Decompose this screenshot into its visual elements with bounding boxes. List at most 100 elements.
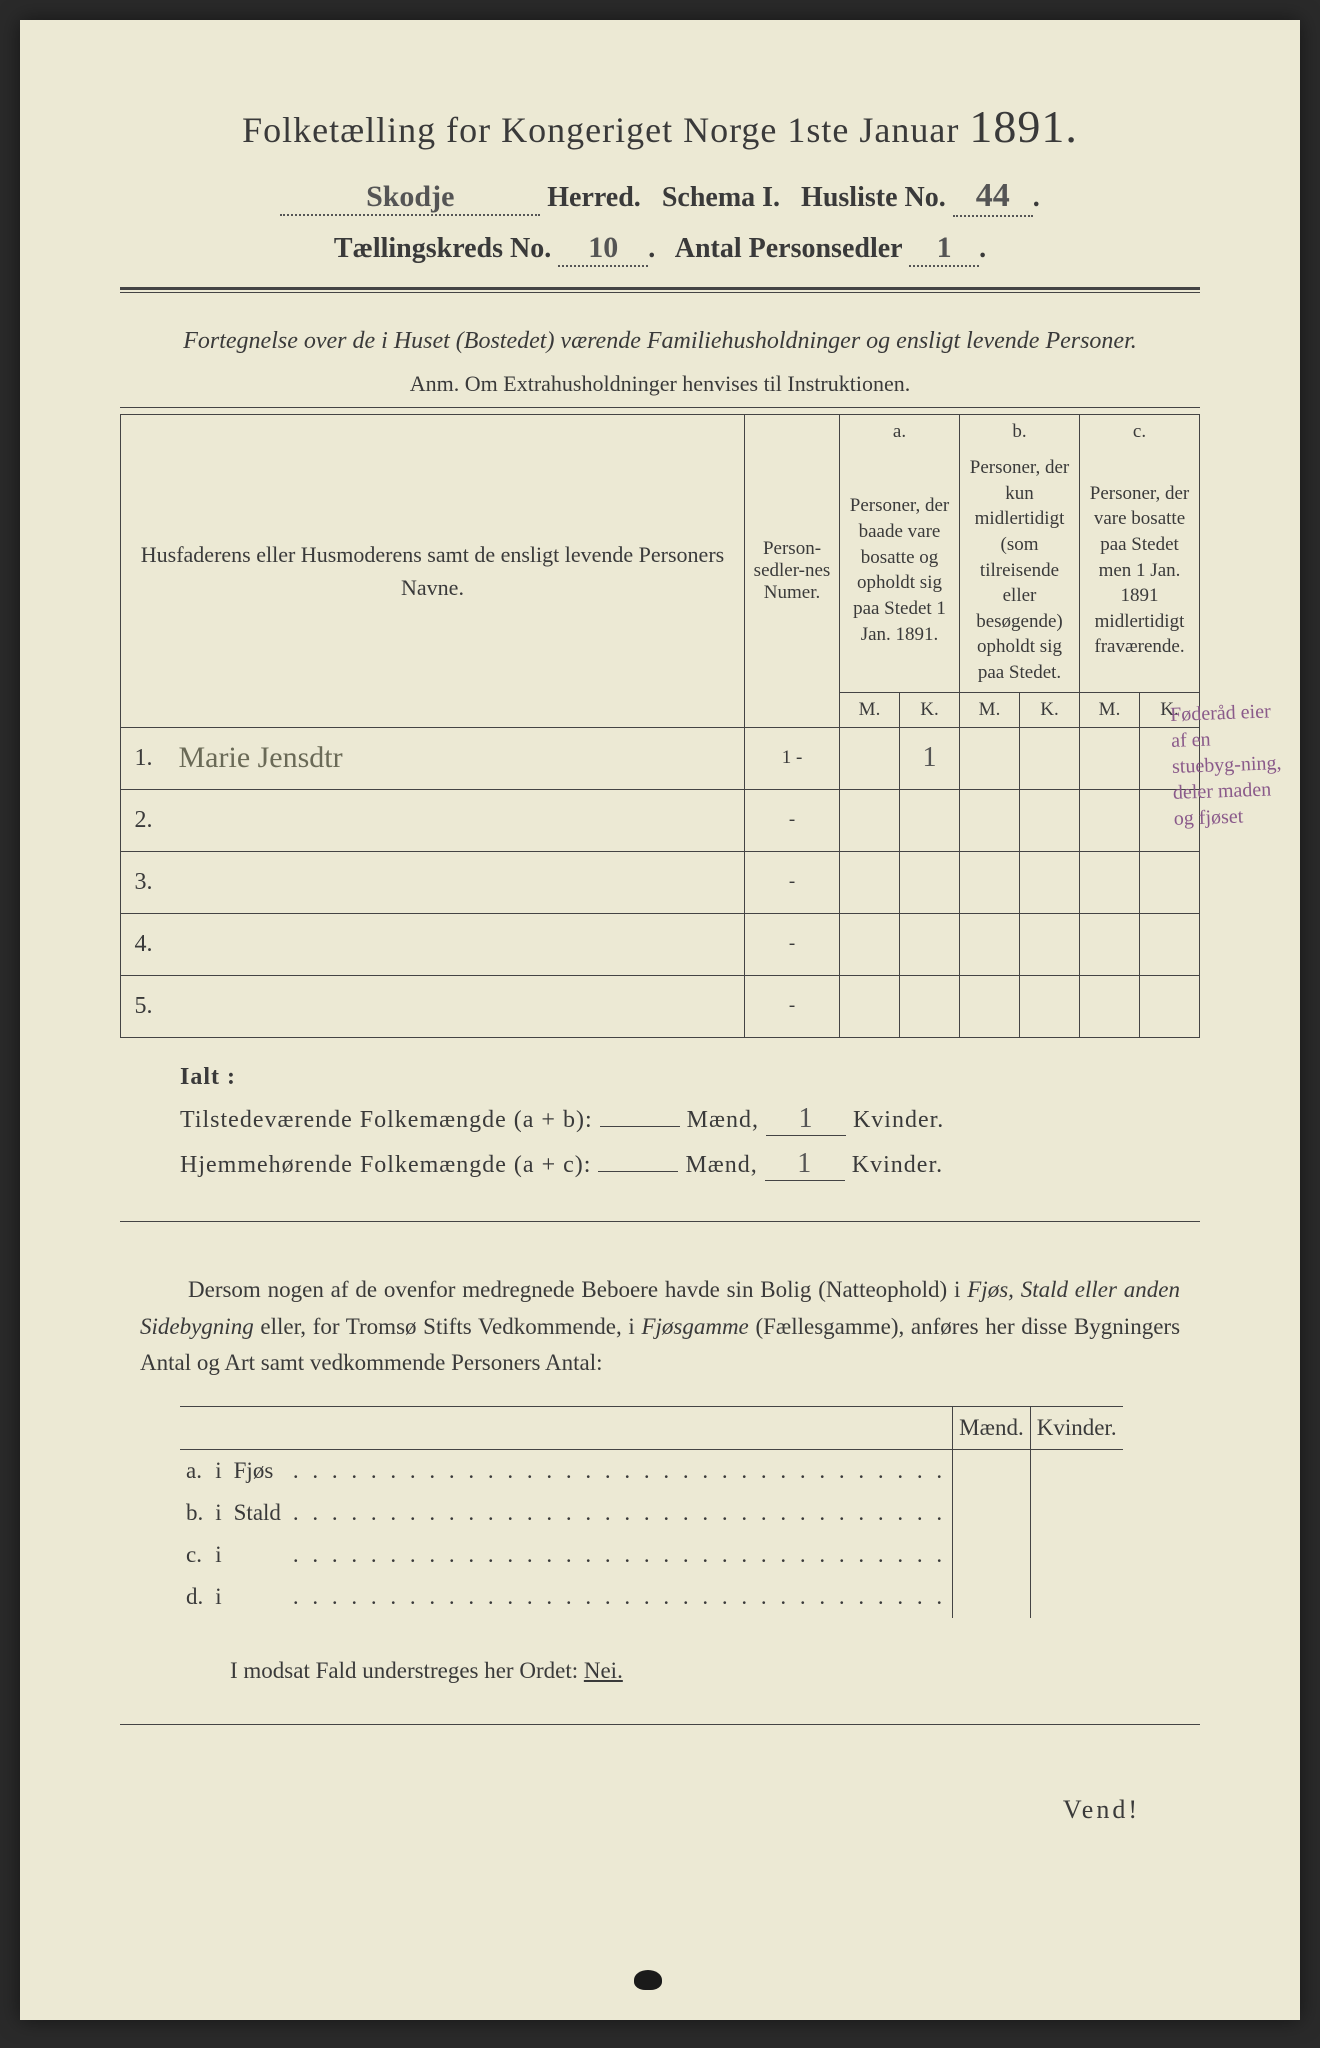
bt-letter: c. xyxy=(180,1534,209,1576)
form-subtitle: Fortegnelse over de i Huset (Bostedet) v… xyxy=(120,323,1200,359)
bt-label: Stald xyxy=(228,1492,287,1534)
census-form-page: Folketælling for Kongeriget Norge 1ste J… xyxy=(20,20,1300,2020)
husliste-label: Husliste No. xyxy=(801,182,946,213)
ialt-row-2: Hjemmehørende Folkemængde (a + c): Mænd,… xyxy=(180,1148,1200,1181)
bt-dots: . . . . . . . . . . . . . . . . . . . . … xyxy=(287,1450,953,1493)
numer-cell: - xyxy=(745,975,840,1037)
divider-mid xyxy=(120,1221,1200,1222)
ialt-line2-label: Hjemmehørende Folkemængde (a + c): xyxy=(180,1152,591,1178)
antal-value: 1 xyxy=(937,231,952,264)
c-m xyxy=(1080,913,1140,975)
a-k xyxy=(900,789,960,851)
main-table: Husfaderens eller Husmoderens samt de en… xyxy=(120,414,1200,1038)
a-k xyxy=(900,975,960,1037)
table-row: 4. - xyxy=(121,913,1200,975)
b-m xyxy=(960,851,1020,913)
a-m xyxy=(840,913,900,975)
b-k xyxy=(1020,727,1080,789)
col-numer: Person-sedler-nes Numer. xyxy=(745,415,840,728)
bt-dots: . . . . . . . . . . . . . . . . . . . . … xyxy=(287,1576,953,1618)
title-year: 1891. xyxy=(969,101,1078,152)
bt-dots: . . . . . . . . . . . . . . . . . . . . … xyxy=(287,1534,953,1576)
header-row-1: Skodje Herred. Schema I. Husliste No. 44… xyxy=(120,177,1200,217)
ialt-kvinder-1: Kvinder. xyxy=(853,1107,944,1133)
bt-k xyxy=(1030,1450,1122,1493)
c-m xyxy=(1080,851,1140,913)
b-m xyxy=(960,727,1020,789)
numer-cell: - xyxy=(745,913,840,975)
ialt-maend-2: Mænd, xyxy=(685,1152,757,1178)
herred-label: Herred. xyxy=(547,182,641,213)
main-title: Folketælling for Kongeriget Norge 1ste J… xyxy=(120,100,1200,153)
row-num: 4. xyxy=(121,913,161,975)
b-k xyxy=(1020,975,1080,1037)
kreds-value: 10 xyxy=(588,231,618,264)
building-row: c.i . . . . . . . . . . . . . . . . . . … xyxy=(180,1534,1123,1576)
a-m xyxy=(840,727,900,789)
ialt-row-1: Tilstedeværende Folkemængde (a + b): Mæn… xyxy=(180,1103,1200,1136)
building-row: a.iFjøs . . . . . . . . . . . . . . . . … xyxy=(180,1450,1123,1493)
c-k xyxy=(1140,851,1200,913)
numer-cell: - xyxy=(745,851,840,913)
bt-i: i xyxy=(209,1534,227,1576)
name-cell xyxy=(161,851,745,913)
bt-kvinder: Kvinder. xyxy=(1030,1407,1122,1450)
col-b-text: Personer, der kun midlertidigt (som tilr… xyxy=(960,449,1080,692)
b-k xyxy=(1020,851,1080,913)
divider-top xyxy=(120,287,1200,293)
bt-label: Fjøs xyxy=(228,1450,287,1493)
bt-label xyxy=(228,1576,287,1618)
c-k xyxy=(1140,913,1200,975)
ialt-block: Ialt : Tilstedeværende Folkemængde (a + … xyxy=(180,1064,1200,1181)
building-headers: Mænd. Kvinder. xyxy=(180,1407,1123,1450)
numer-cell: 1 - xyxy=(745,727,840,789)
a-k: 1 xyxy=(900,727,960,789)
bt-k xyxy=(1030,1534,1122,1576)
para-i2: Fjøsgamme xyxy=(641,1314,748,1339)
bt-label xyxy=(228,1534,287,1576)
bt-letter: a. xyxy=(180,1450,209,1493)
table-row: 3. - xyxy=(121,851,1200,913)
title-prefix: Folketælling for Kongeriget Norge 1ste J… xyxy=(242,110,959,150)
col-c-label: c. xyxy=(1080,415,1200,450)
bt-maend: Mænd. xyxy=(953,1407,1031,1450)
bt-letter: d. xyxy=(180,1576,209,1618)
schema-label: Schema I. xyxy=(662,182,780,213)
c-m xyxy=(1080,975,1140,1037)
a-m xyxy=(840,789,900,851)
ialt-line1-label: Tilstedeværende Folkemængde (a + b): xyxy=(180,1107,593,1133)
a-m xyxy=(840,851,900,913)
ialt-l2-k: 1 xyxy=(797,1148,812,1179)
building-row: b.iStald . . . . . . . . . . . . . . . .… xyxy=(180,1492,1123,1534)
para-t2: eller, for Tromsø Stifts Vedkommende, i xyxy=(260,1314,641,1339)
bt-m xyxy=(953,1492,1031,1534)
bt-letter: b. xyxy=(180,1492,209,1534)
bt-k xyxy=(1030,1576,1122,1618)
kreds-label: Tællingskreds No. xyxy=(334,233,551,264)
bt-k xyxy=(1030,1492,1122,1534)
vend-label: Vend! xyxy=(120,1795,1140,1825)
ialt-maend-1: Mænd, xyxy=(687,1107,759,1133)
ialt-kvinder-2: Kvinder. xyxy=(852,1152,943,1178)
husliste-value: 44 xyxy=(976,177,1010,214)
nei-word: Nei. xyxy=(584,1658,623,1683)
bt-m xyxy=(953,1576,1031,1618)
col-c-text: Personer, der vare bosatte paa Stedet me… xyxy=(1080,449,1200,692)
anm-note: Anm. Om Extrahusholdninger henvises til … xyxy=(120,371,1200,397)
modsat-text: I modsat Fald understreges her Ordet: xyxy=(230,1658,584,1683)
b-m xyxy=(960,789,1020,851)
modsat-line: I modsat Fald understreges her Ordet: Ne… xyxy=(230,1658,1200,1684)
herred-value: Skodje xyxy=(366,180,454,213)
col-a-k: K. xyxy=(900,692,960,727)
table-row: 1.Marie Jensdtr1 -1 xyxy=(121,727,1200,789)
c-m xyxy=(1080,789,1140,851)
row-num: 5. xyxy=(121,975,161,1037)
a-k xyxy=(900,913,960,975)
table-row: 2.- xyxy=(121,789,1200,851)
antal-label: Antal Personsedler xyxy=(675,233,902,264)
ialt-label: Ialt : xyxy=(180,1064,1200,1091)
row-num: 3. xyxy=(121,851,161,913)
numer-cell: - xyxy=(745,789,840,851)
col-a-label: a. xyxy=(840,415,960,450)
col-b-k: K. xyxy=(1020,692,1080,727)
